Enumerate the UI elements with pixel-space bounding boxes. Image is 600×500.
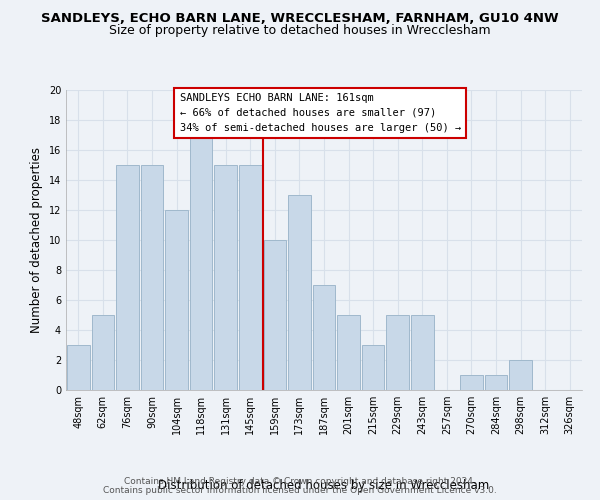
Bar	[509, 360, 532, 390]
Bar	[165, 210, 188, 390]
Text: SANDLEYS ECHO BARN LANE: 161sqm
← 66% of detached houses are smaller (97)
34% of: SANDLEYS ECHO BARN LANE: 161sqm ← 66% of…	[179, 93, 461, 132]
Bar	[362, 345, 385, 390]
Bar	[460, 375, 483, 390]
Bar	[116, 165, 139, 390]
Bar	[92, 315, 114, 390]
Bar	[313, 285, 335, 390]
Bar	[190, 135, 212, 390]
X-axis label: Distribution of detached houses by size in Wrecclesham: Distribution of detached houses by size …	[158, 479, 490, 492]
Text: Contains HM Land Registry data © Crown copyright and database right 2024.: Contains HM Land Registry data © Crown c…	[124, 477, 476, 486]
Bar	[263, 240, 286, 390]
Bar	[386, 315, 409, 390]
Bar	[239, 165, 262, 390]
Bar	[337, 315, 360, 390]
Bar	[288, 195, 311, 390]
Bar	[140, 165, 163, 390]
Text: SANDLEYS, ECHO BARN LANE, WRECCLESHAM, FARNHAM, GU10 4NW: SANDLEYS, ECHO BARN LANE, WRECCLESHAM, F…	[41, 12, 559, 26]
Bar	[485, 375, 508, 390]
Bar	[67, 345, 89, 390]
Y-axis label: Number of detached properties: Number of detached properties	[30, 147, 43, 333]
Bar	[411, 315, 434, 390]
Text: Contains public sector information licensed under the Open Government Licence v3: Contains public sector information licen…	[103, 486, 497, 495]
Bar	[214, 165, 237, 390]
Text: Size of property relative to detached houses in Wrecclesham: Size of property relative to detached ho…	[109, 24, 491, 37]
